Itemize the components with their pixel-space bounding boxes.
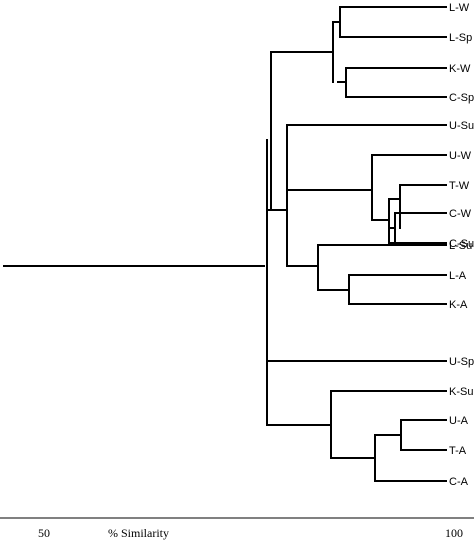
- leaf-label-l-sp: L-Sp: [449, 32, 472, 44]
- leaf-label-c-spe: C-Spe: [449, 92, 474, 104]
- leaf-label-u-w: U-W: [449, 150, 472, 162]
- leaf-label-c-w: C-W: [449, 208, 472, 220]
- scale-tick-50: 50: [38, 526, 50, 540]
- branch-cw-csum: [388, 212, 447, 244]
- dendrogram-branches: [3, 6, 447, 482]
- branch-uw: [371, 154, 447, 244]
- scale-title: % Similarity: [108, 526, 169, 540]
- branch-kw-cspe: [337, 67, 447, 98]
- leaf-label-u-spe: U-Spe: [449, 356, 474, 368]
- leaf-label-l-su: L-Su: [449, 240, 472, 252]
- branch-ksum: [266, 390, 447, 459]
- branch-lw-lsp: [332, 6, 447, 38]
- branch-la-ka: [317, 274, 447, 305]
- branch-usum: [286, 124, 447, 191]
- branch-lsu: [286, 244, 447, 291]
- leaf-label-k-a: K-A: [449, 299, 468, 311]
- leaf-label-t-w: T-W: [449, 180, 470, 192]
- branch-top-cluster: [270, 21, 334, 83]
- leaf-label-t-a: T-A: [449, 445, 467, 457]
- leaf-label-k-w: K-W: [449, 63, 471, 75]
- leaf-label-l-a: L-A: [449, 270, 467, 282]
- leaf-label-u-a: U-A: [449, 415, 469, 427]
- leaf-label-c-a: C-A: [449, 476, 469, 488]
- leaf-label-u-sum: U-Sum: [449, 120, 474, 132]
- similarity-scale: 50 % Similarity 100: [0, 517, 474, 540]
- leaf-label-k-sum: K-Sum: [449, 386, 474, 398]
- leaf-labels: L-W L-Sp K-W C-Spe U-Sum U-W T-W C-W C-SumL-Su L-…: [449, 2, 474, 488]
- leaf-label-c-sum: C-Sum: [449, 238, 474, 250]
- branch-trunk: [3, 51, 272, 426]
- leaf-label-l-w: L-W: [449, 2, 470, 14]
- branch-ua-ta: [374, 419, 447, 451]
- branch-ca: [330, 434, 447, 482]
- branch-tw: [388, 184, 447, 229]
- scale-tick-100: 100: [445, 526, 463, 540]
